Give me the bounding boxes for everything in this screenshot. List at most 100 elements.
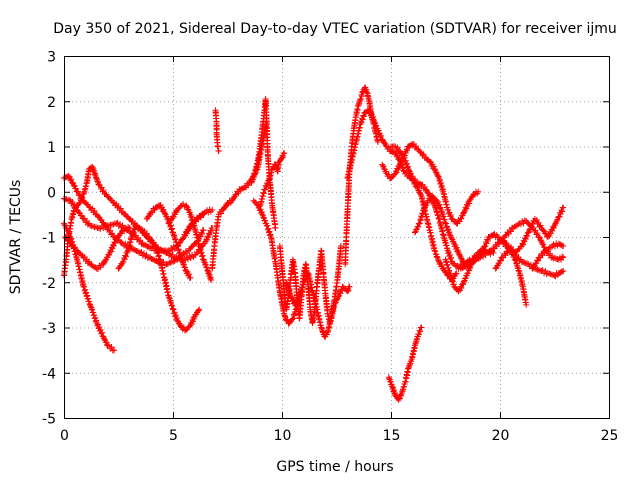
data-point-marker (262, 217, 269, 224)
data-point-marker (374, 138, 381, 145)
data-point-marker (96, 324, 103, 331)
data-point-marker (430, 201, 437, 208)
data-point-marker (110, 221, 117, 228)
data-point-marker (209, 206, 216, 213)
data-point-marker (171, 258, 178, 265)
data-point-marker (272, 224, 279, 231)
data-point-marker (476, 255, 483, 262)
data-point-marker (201, 210, 208, 217)
data-point-marker (125, 224, 132, 231)
data-point-marker (551, 254, 558, 261)
x-axis-label: GPS time / hours (276, 459, 393, 475)
data-point-marker (151, 242, 158, 249)
data-point-marker (371, 119, 378, 126)
data-point-marker (376, 130, 383, 137)
data-point-marker (415, 331, 422, 338)
data-point-marker (539, 267, 546, 274)
data-point-marker (180, 260, 187, 267)
data-point-marker (289, 316, 296, 323)
data-point-marker (100, 260, 107, 267)
data-point-marker (481, 243, 488, 250)
data-point-marker (381, 140, 388, 147)
data-point-marker (438, 262, 445, 269)
data-point-marker (161, 210, 168, 217)
data-point-marker (521, 259, 528, 266)
data-point-marker (556, 213, 563, 220)
data-point-marker (551, 243, 558, 250)
data-point-marker (129, 232, 136, 239)
data-point-marker (392, 170, 399, 177)
data-point-marker (507, 228, 514, 235)
data-point-marker (529, 265, 536, 272)
data-point-marker (538, 237, 545, 244)
data-point-marker (401, 154, 408, 161)
data-point-marker (445, 206, 452, 213)
chart-title: Day 350 of 2021, Sidereal Day-to-day VTE… (53, 21, 617, 37)
data-point-marker (205, 209, 212, 216)
data-point-marker (558, 208, 565, 215)
data-point-marker (452, 270, 459, 277)
data-point-marker (421, 205, 428, 212)
x-tick-label: 10 (274, 428, 292, 444)
data-point-marker (359, 116, 366, 123)
data-point-marker (484, 237, 491, 244)
data-point-marker (215, 148, 222, 155)
data-point-marker (138, 225, 145, 232)
data-point-marker (120, 258, 127, 265)
data-point-marker (453, 270, 460, 277)
data-point-marker (171, 309, 178, 316)
data-point-marker (300, 279, 307, 286)
data-point-marker (372, 122, 379, 129)
data-point-marker (549, 227, 556, 234)
data-point-marker (465, 200, 472, 207)
data-point-marker (100, 219, 107, 226)
data-point-marker (446, 251, 453, 258)
data-point-marker (266, 228, 273, 235)
data-point-marker (462, 274, 469, 281)
data-point-marker (90, 309, 97, 316)
data-point-marker (524, 260, 531, 267)
data-point-marker (78, 197, 85, 204)
data-point-marker (201, 259, 208, 266)
data-point-marker (457, 215, 464, 222)
data-point-marker (280, 153, 287, 160)
data-point-marker (91, 312, 98, 319)
data-point-marker (360, 113, 367, 120)
data-point-marker (446, 229, 453, 236)
data-point-marker (335, 293, 342, 300)
data-point-marker (502, 232, 509, 239)
data-point-marker (262, 186, 269, 193)
data-point-marker (479, 246, 486, 253)
data-point-marker (199, 231, 206, 238)
data-point-marker (121, 256, 128, 263)
data-point-marker (167, 259, 174, 266)
data-point-marker (460, 280, 467, 287)
data-point-marker (288, 294, 295, 301)
data-point-marker (97, 326, 104, 333)
x-tick-label: 5 (169, 428, 178, 444)
data-point-marker (72, 185, 79, 192)
data-point-marker (394, 166, 401, 173)
data-point-marker (111, 347, 118, 354)
data-point-marker (203, 264, 210, 271)
data-point-marker (379, 163, 386, 170)
data-point-marker (78, 212, 85, 219)
data-point-marker (118, 239, 125, 246)
data-point-marker (446, 209, 453, 216)
data-point-marker (465, 199, 472, 206)
y-axis-label: SDTVAR / TECUs (8, 180, 24, 295)
data-point-marker (189, 318, 196, 325)
data-point-marker (168, 225, 175, 232)
data-point-marker (473, 255, 480, 262)
data-point-marker (403, 160, 410, 167)
data-point-marker (524, 233, 531, 240)
data-point-marker (79, 194, 86, 201)
data-point-marker (196, 306, 203, 313)
data-point-marker (292, 300, 299, 307)
data-point-marker (560, 267, 567, 274)
data-point-marker (187, 322, 194, 329)
data-point-marker (205, 234, 212, 241)
data-point-marker (108, 248, 115, 255)
data-point-marker (436, 201, 443, 208)
data-point-marker (337, 290, 344, 297)
